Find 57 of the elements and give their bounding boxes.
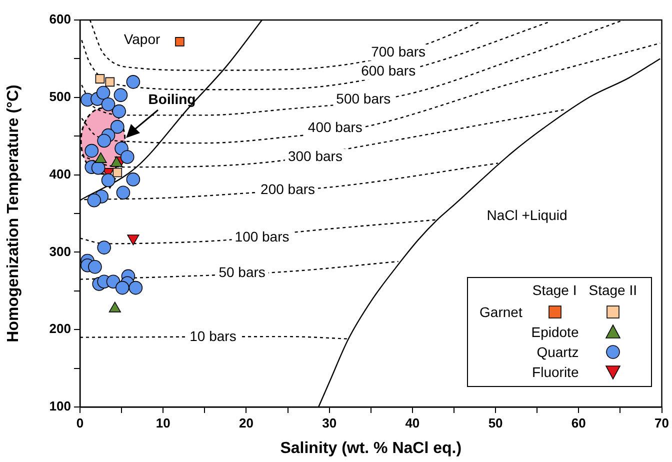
point [116, 186, 130, 200]
point [114, 88, 128, 102]
point [110, 120, 124, 134]
annotation: Vapor [124, 31, 160, 47]
annotation: 50 bars [218, 264, 266, 280]
y-tick-label: 300 [49, 244, 71, 259]
point [126, 172, 140, 186]
x-tick-label: 60 [571, 415, 586, 430]
point [120, 150, 134, 164]
point [105, 77, 115, 87]
legend-label: Quartz [536, 343, 580, 362]
annotation: 700 bars [371, 43, 426, 60]
point [97, 240, 111, 254]
legend-label: Epidote [530, 323, 580, 342]
point [175, 37, 184, 46]
y-tick-label: 200 [49, 321, 71, 336]
annotation: 600 bars [361, 62, 416, 79]
point [87, 193, 102, 208]
annotation: 400 bars [308, 119, 362, 136]
annotation: Boiling [148, 91, 196, 107]
point [115, 280, 130, 295]
x-tick-label: 50 [488, 415, 503, 430]
annotation: 100 bars [234, 228, 290, 244]
point [91, 160, 106, 175]
point [128, 280, 143, 295]
legend-label: Fluorite [531, 363, 580, 382]
point [112, 104, 126, 118]
annotation: Stage I [531, 282, 578, 300]
legend-label: Garnet [478, 303, 524, 322]
x-tick-label: 0 [76, 415, 84, 430]
x-tick-label: 40 [405, 415, 420, 430]
point [126, 75, 140, 89]
point [101, 97, 116, 112]
point [88, 260, 102, 274]
annotation: 200 bars [260, 181, 316, 198]
point [101, 173, 116, 188]
y-tick-label: 100 [49, 398, 71, 414]
point [106, 274, 120, 289]
x-tick-label: 10 [156, 415, 170, 430]
x-tick-label: 70 [654, 415, 670, 430]
y-tick-label: 500 [49, 88, 71, 104]
annotation: 500 bars [336, 90, 391, 107]
y-axis-title: Homogenization Temperature (°C) [5, 84, 22, 342]
x-tick-label: 30 [322, 415, 337, 430]
point [97, 134, 111, 148]
y-tick-label: 400 [49, 166, 71, 182]
point [96, 86, 110, 100]
point [84, 144, 99, 158]
point [95, 74, 105, 84]
annotation: NaCl +Liquid [486, 207, 568, 223]
annotation: 10 bars [190, 328, 236, 344]
y-tick-label: 600 [49, 12, 71, 27]
point [112, 168, 122, 178]
x-axis-title: Salinity (wt. % NaCl eq.) [280, 440, 462, 457]
annotation: Stage II [588, 282, 638, 300]
annotation: 300 bars [288, 148, 342, 164]
x-tick-label: 20 [238, 415, 254, 430]
